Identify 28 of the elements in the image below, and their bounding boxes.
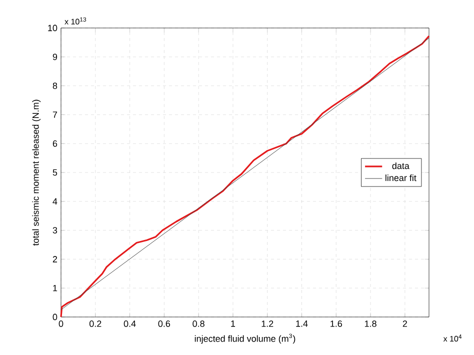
legend-label: linear fit [386,174,416,182]
text: x 10$^{13}$ [64,17,86,24]
y-tick-label: 9 [52,54,58,60]
x-tick-label: 1.8 [364,320,376,327]
x-tick-label: 1.6 [330,320,342,327]
y-tick-label: 6 [52,140,58,147]
x-tick-label: 0.2 [89,320,102,327]
x-axis-title: injected fluid volume (m$^{3}$) [194,334,296,344]
x-tick-label: 0.4 [124,320,136,327]
y-tick-label: 3 [52,227,58,234]
y-axis-title: total seismic moment released (N.m) [32,100,41,246]
x-tick-label: 1.2 [262,320,274,327]
y-tick-label: 7 [52,112,58,118]
x-tick-label: 1.4 [296,320,308,327]
x-tick-label: 0 [58,320,64,327]
text: x 10$^{4}$ [443,334,462,342]
x-tick-label: 2 [402,320,407,327]
x-tick-label: 0.8 [192,320,204,327]
y-tick-label: 1 [53,284,58,292]
y-tick-label: 0 [52,314,58,320]
y-tick-label: 10 [48,24,58,32]
y-tick-label: 2 [52,256,58,262]
y-tick-label: 5 [52,169,58,176]
x-tick-label: 1 [231,320,236,327]
x-tick-label: 0.6 [158,320,170,327]
y-tick-label: 4 [52,198,58,204]
legend-label: data [392,162,410,170]
y-tick-label: 8 [52,82,58,89]
